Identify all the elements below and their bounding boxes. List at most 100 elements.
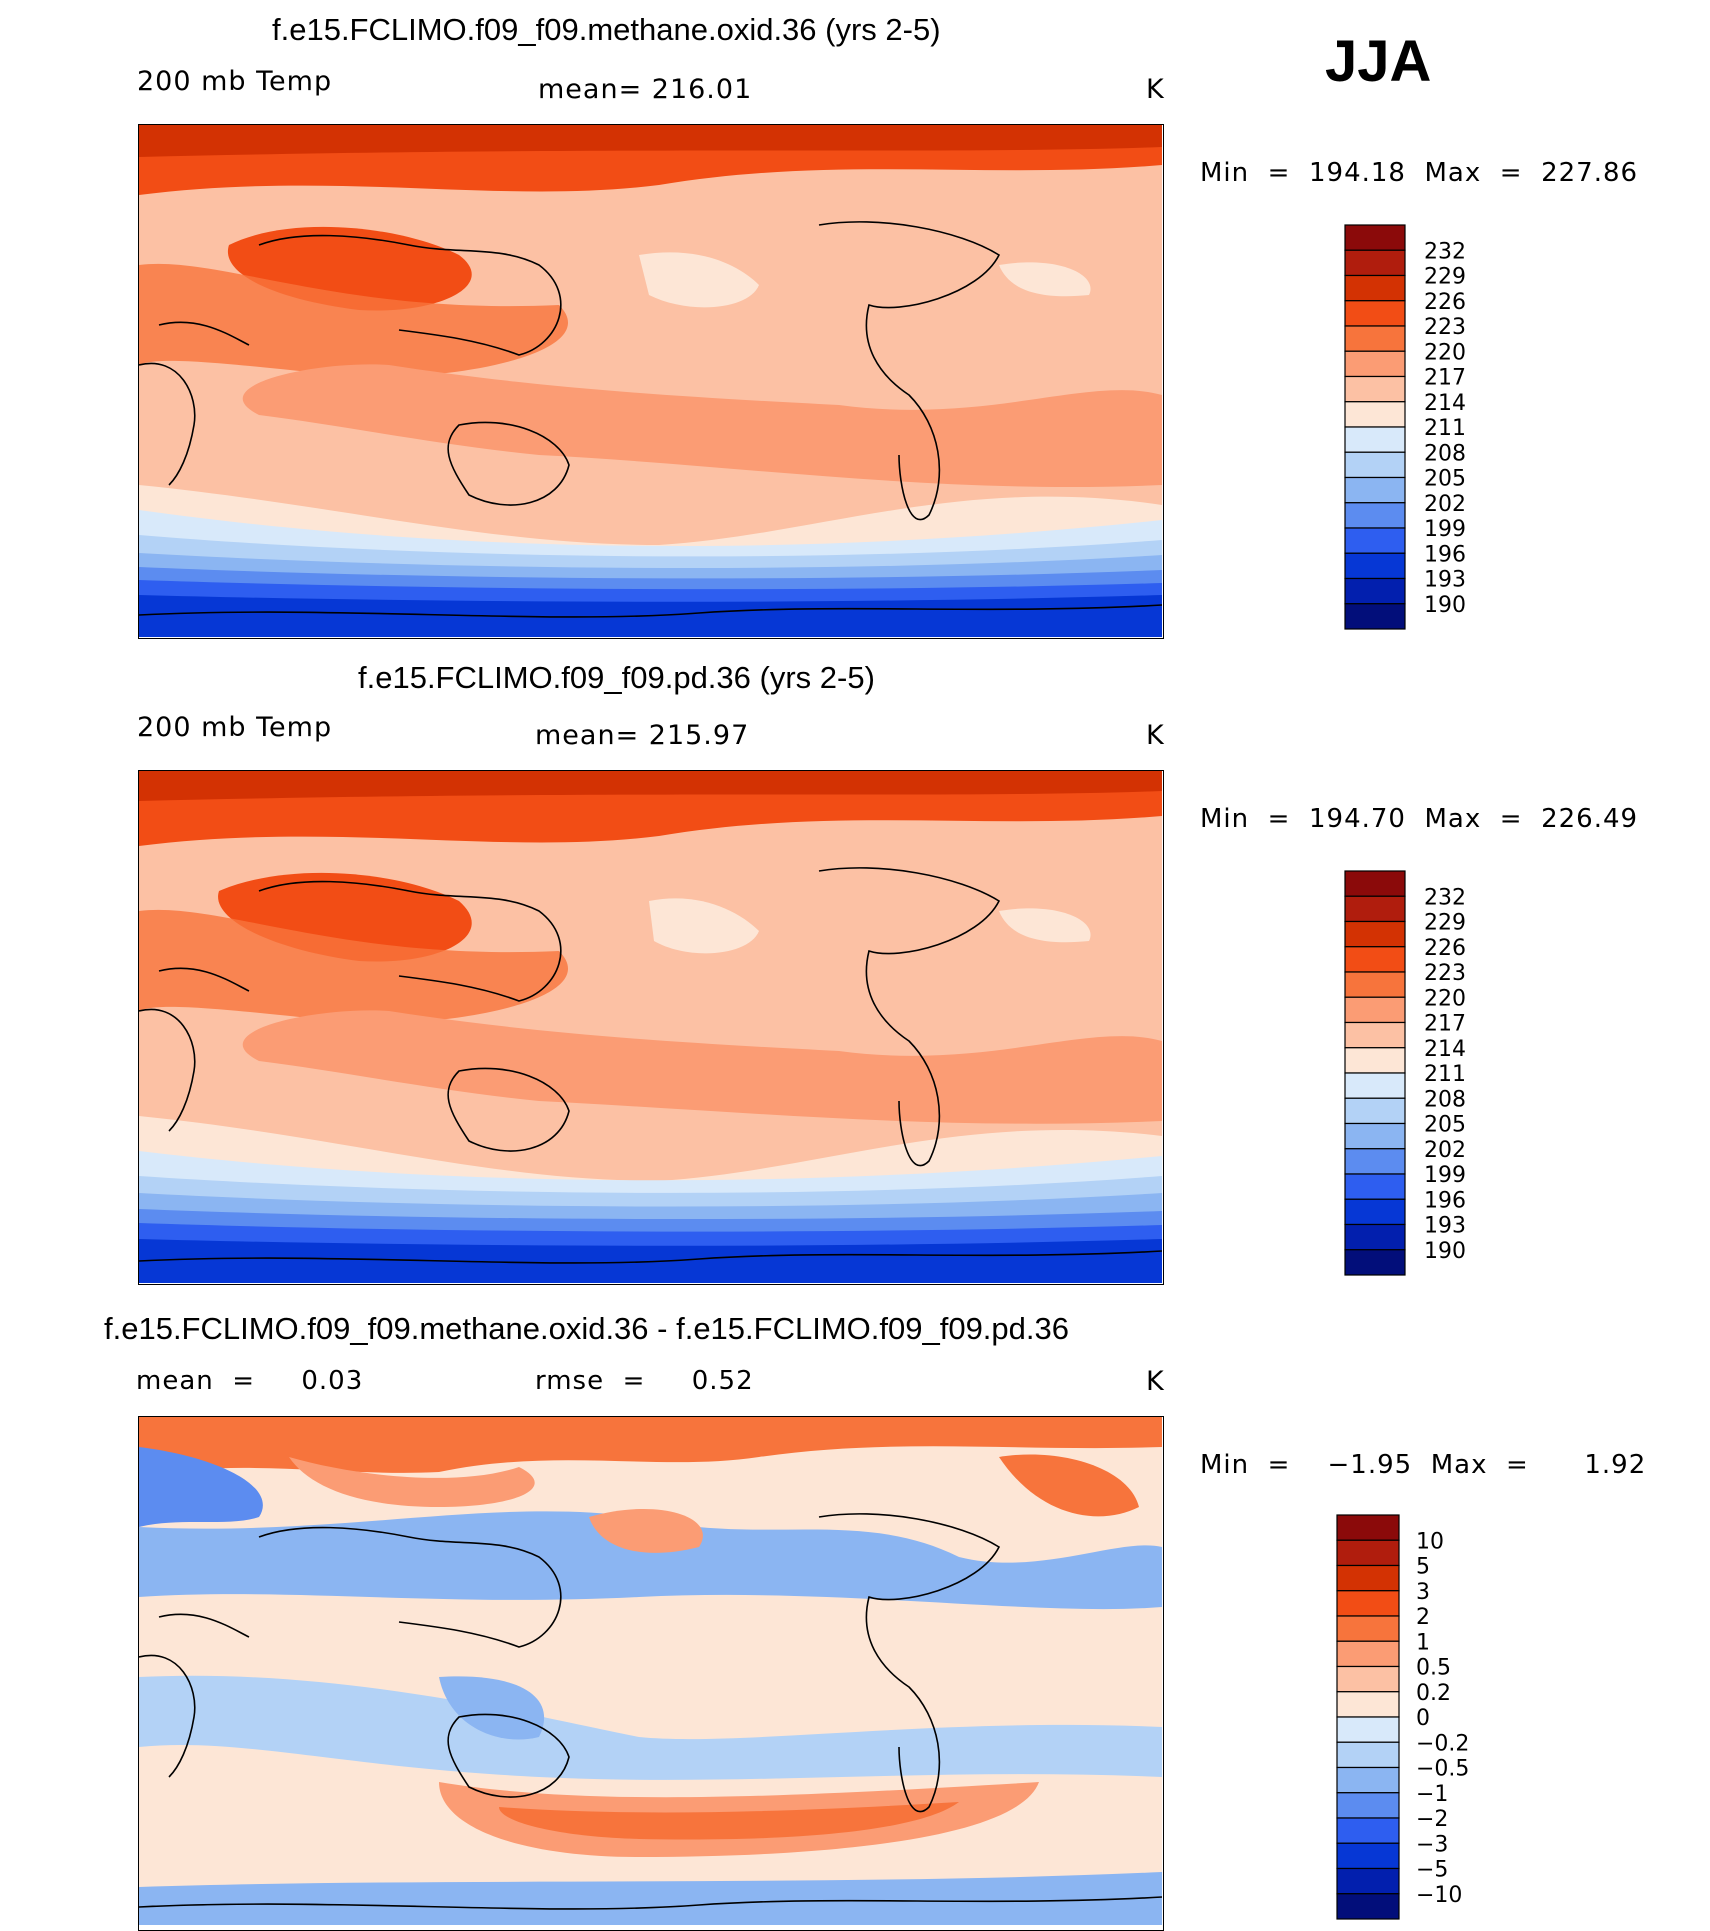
colorbar-swatch (1344, 476, 1406, 504)
colorbar-swatch (1344, 325, 1406, 352)
colorbar-swatch (1344, 1047, 1406, 1074)
colorbar-tick-label: 1 (1416, 1630, 1430, 1655)
panel-2-min-max: Min = 194.70 Max = 226.49 (1200, 804, 1639, 834)
colorbar-tick-label: −10 (1416, 1883, 1462, 1908)
colorbar-tick-label: 208 (1424, 441, 1466, 466)
colorbar-swatch (1344, 375, 1406, 403)
panel-1-title: f.e15.FCLIMO.f09_f09.methane.oxid.36 (yr… (272, 12, 941, 47)
colorbar-tick-label: 214 (1424, 1037, 1466, 1062)
colorbar-swatch (1344, 224, 1406, 251)
colorbar-swatch (1336, 1665, 1400, 1693)
colorbar-swatch (1336, 1615, 1400, 1642)
colorbar-tick-label: 205 (1424, 467, 1466, 492)
colorbar-tick-label: 199 (1424, 517, 1466, 542)
panel-2-title: f.e15.FCLIMO.f09_f09.pd.36 (yrs 2-5) (358, 660, 875, 695)
colorbar-swatch (1344, 1223, 1406, 1251)
colorbar-tick-label: 202 (1424, 492, 1466, 517)
colorbar-tick-label: 0 (1416, 1706, 1430, 1731)
colorbar-swatch (1344, 946, 1406, 973)
panel-2-colorbar: 232 229 226 223 220 217 214 211 208 205 202 199 196 1… (1344, 870, 1504, 1278)
colorbar-tick-label: −0.2 (1416, 1731, 1469, 1756)
colorbar-swatch (1344, 895, 1406, 923)
colorbar-tick-label: 226 (1424, 936, 1466, 961)
colorbar-tick-label: 5 (1416, 1555, 1430, 1580)
colorbar-tick-label: 223 (1424, 961, 1466, 986)
colorbar-tick-label: 220 (1424, 986, 1466, 1011)
colorbar-tick-label: 232 (1424, 239, 1466, 264)
colorbar-swatch (1344, 502, 1406, 529)
colorbar-swatch (1336, 1893, 1400, 1920)
season-label: JJA (1325, 29, 1432, 94)
colorbar-swatch (1344, 1097, 1406, 1125)
colorbar-swatch (1344, 527, 1406, 554)
colorbar-tick-label: 214 (1424, 391, 1466, 416)
panel-1-colorbar: 232 229 226 223 220 217 214 211 208 205 202 199 196 1… (1344, 224, 1504, 632)
colorbar-swatch (1336, 1590, 1400, 1617)
colorbar-tick-label: 199 (1424, 1163, 1466, 1188)
panel-1-units: K (1146, 74, 1165, 105)
panel-1-variable-label: 200 mb Temp (137, 66, 333, 97)
colorbar-swatch (1344, 451, 1406, 479)
colorbar-swatch (1344, 920, 1406, 948)
colorbar-tick-label: 232 (1424, 885, 1466, 910)
colorbar-swatch (1336, 1691, 1400, 1718)
panel-2-colorbar-svg: 2322292262232202172142112082052021991961… (1344, 870, 1466, 1276)
colorbar-swatch (1344, 1198, 1406, 1226)
colorbar-tick-label: 226 (1424, 290, 1466, 315)
colorbar-tick-label: 193 (1424, 568, 1466, 593)
colorbar-tick-label: 208 (1424, 1087, 1466, 1112)
colorbar-tick-label: 0.2 (1416, 1681, 1451, 1706)
colorbar-swatch (1336, 1842, 1400, 1870)
colorbar-tick-label: 217 (1424, 1012, 1466, 1037)
panel-3-rmse-label: rmse = 0.52 (535, 1366, 754, 1396)
colorbar-tick-label: 3 (1416, 1580, 1430, 1605)
panel-1-map (138, 124, 1164, 639)
panel-1-min-max: Min = 194.18 Max = 227.86 (1200, 158, 1639, 188)
colorbar-swatch (1336, 1741, 1400, 1769)
colorbar-swatch (1344, 603, 1406, 630)
panel-2-map (138, 770, 1164, 1285)
colorbar-tick-label: 196 (1424, 542, 1466, 567)
panel-2-units: K (1146, 720, 1165, 751)
colorbar-tick-label: 10 (1416, 1529, 1444, 1554)
colorbar-swatch (1336, 1716, 1400, 1743)
colorbar-swatch (1336, 1640, 1400, 1668)
colorbar-swatch (1336, 1766, 1400, 1794)
colorbar-swatch (1344, 274, 1406, 302)
colorbar-swatch (1344, 1072, 1406, 1099)
colorbar-tick-label: −2 (1416, 1807, 1448, 1832)
colorbar-swatch (1344, 1021, 1406, 1049)
colorbar-tick-label: 190 (1424, 593, 1466, 618)
colorbar-tick-label: 229 (1424, 911, 1466, 936)
colorbar-tick-label: 2 (1416, 1605, 1430, 1630)
colorbar-tick-label: 196 (1424, 1188, 1466, 1213)
colorbar-tick-label: 217 (1424, 366, 1466, 391)
colorbar-tick-label: −5 (1416, 1858, 1448, 1883)
colorbar-swatch (1336, 1867, 1400, 1895)
panel-1-mean-label: mean= 216.01 (538, 74, 753, 105)
panel-3-title: f.e15.FCLIMO.f09_f09.methane.oxid.36 - f… (104, 1311, 1069, 1346)
colorbar-swatch (1344, 1173, 1406, 1200)
colorbar-tick-label: 193 (1424, 1214, 1466, 1239)
panel-2-variable-label: 200 mb Temp (137, 712, 333, 743)
colorbar-tick-label: 223 (1424, 315, 1466, 340)
colorbar-tick-label: −1 (1416, 1782, 1448, 1807)
colorbar-swatch (1344, 996, 1406, 1024)
colorbar-swatch (1344, 249, 1406, 277)
colorbar-swatch (1336, 1564, 1400, 1592)
panel-2-mean-label: mean= 215.97 (535, 720, 750, 751)
panel-3-mean-label: mean = 0.03 (136, 1366, 364, 1396)
colorbar-swatch (1336, 1817, 1400, 1844)
colorbar-swatch (1344, 1249, 1406, 1276)
panel-1-colorbar-svg: 2322292262232202172142112082052021991961… (1344, 224, 1466, 630)
colorbar-swatch (1344, 401, 1406, 428)
colorbar-tick-label: −0.5 (1416, 1757, 1469, 1782)
colorbar-tick-label: 211 (1424, 1062, 1466, 1087)
colorbar-swatch (1336, 1792, 1400, 1819)
colorbar-swatch (1344, 870, 1406, 897)
colorbar-tick-label: 229 (1424, 265, 1466, 290)
colorbar-swatch (1344, 577, 1406, 605)
colorbar-tick-label: 0.5 (1416, 1656, 1451, 1681)
colorbar-swatch (1344, 971, 1406, 998)
